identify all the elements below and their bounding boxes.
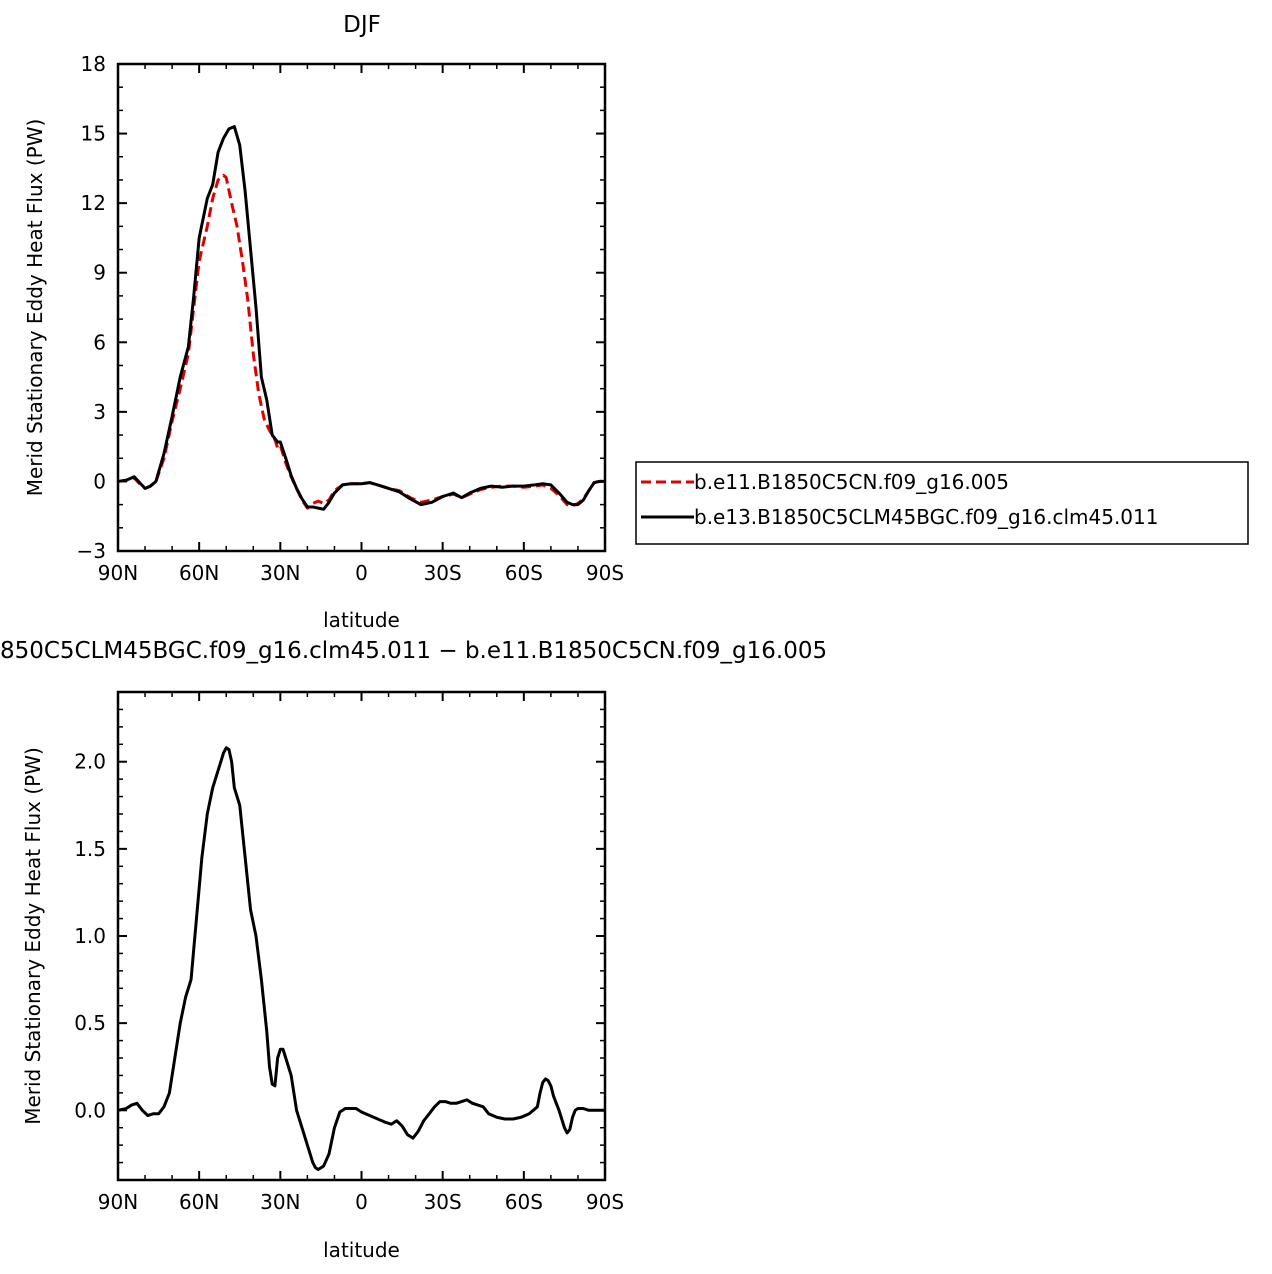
bottom-x-tick-label: 0 bbox=[355, 1190, 368, 1214]
bottom-x-tick-label: 30N bbox=[260, 1190, 300, 1214]
bottom-y-axis-label: Merid Stationary Eddy Heat Flux (PW) bbox=[21, 747, 45, 1125]
top-y-tick-label: −3 bbox=[77, 539, 106, 563]
top-x-tick-label: 90S bbox=[586, 561, 624, 585]
top-y-tick-label: 0 bbox=[93, 469, 106, 493]
legend-entry-2: b.e13.B1850C5CLM45BGC.f09_g16.clm45.011 bbox=[694, 505, 1158, 529]
bottom-y-tick-label: 0.5 bbox=[74, 1011, 106, 1035]
top-x-axis-label: latitude bbox=[323, 608, 400, 632]
top-x-tick-label: 90N bbox=[98, 561, 138, 585]
top-series-line-2 bbox=[117, 125, 605, 511]
top-chart-title: DJF bbox=[343, 12, 381, 38]
top-series-line-1 bbox=[117, 173, 605, 510]
bottom-x-tick-label: 30S bbox=[424, 1190, 462, 1214]
bottom-x-tick-label: 90N bbox=[98, 1190, 138, 1214]
top-x-tick-label: 0 bbox=[355, 561, 368, 585]
bottom-x-tick-label: 60N bbox=[179, 1190, 219, 1214]
top-panel: DJF 90N 60N 30N 0 30S 60S 90S −3 0 3 6 9 12 15 18 latitu… bbox=[23, 12, 1249, 632]
bottom-series-line-1 bbox=[117, 746, 605, 1172]
top-y-tick-label: 12 bbox=[81, 191, 106, 215]
top-y-tick-label: 9 bbox=[93, 261, 106, 285]
top-y-axis-label: Merid Stationary Eddy Heat Flux (PW) bbox=[23, 119, 47, 497]
bottom-x-tick-label: 90S bbox=[586, 1190, 624, 1214]
top-x-tick-label: 30N bbox=[260, 561, 300, 585]
top-y-tick-label: 3 bbox=[93, 400, 106, 424]
legend-entry-1: b.e11.B1850C5CN.f09_g16.005 bbox=[694, 470, 1009, 494]
bottom-chart-title: b.e13.B1850C5CLM45BGC.f09_g16.clm45.011 … bbox=[0, 638, 827, 664]
top-x-tick-label: 60S bbox=[505, 561, 543, 585]
bottom-x-tick-label: 60S bbox=[505, 1190, 543, 1214]
legend-box bbox=[635, 461, 1249, 545]
top-y-tick-label: 15 bbox=[81, 122, 106, 146]
bottom-x-axis-label: latitude bbox=[323, 1238, 400, 1262]
top-x-tick-label: 30S bbox=[424, 561, 462, 585]
bottom-plot-frame bbox=[116, 690, 607, 1182]
top-y-tick-label: 6 bbox=[93, 330, 106, 354]
top-y-tick-label: 18 bbox=[81, 52, 106, 76]
bottom-y-tick-label: 2.0 bbox=[74, 750, 106, 774]
bottom-y-tick-label: 1.5 bbox=[74, 837, 106, 861]
top-x-tick-label: 60N bbox=[179, 561, 219, 585]
bottom-panel: b.e13.B1850C5CLM45BGC.f09_g16.clm45.011 … bbox=[0, 638, 827, 1262]
bottom-y-tick-label: 1.0 bbox=[74, 924, 106, 948]
bottom-y-tick-label: 0.0 bbox=[74, 1098, 106, 1122]
